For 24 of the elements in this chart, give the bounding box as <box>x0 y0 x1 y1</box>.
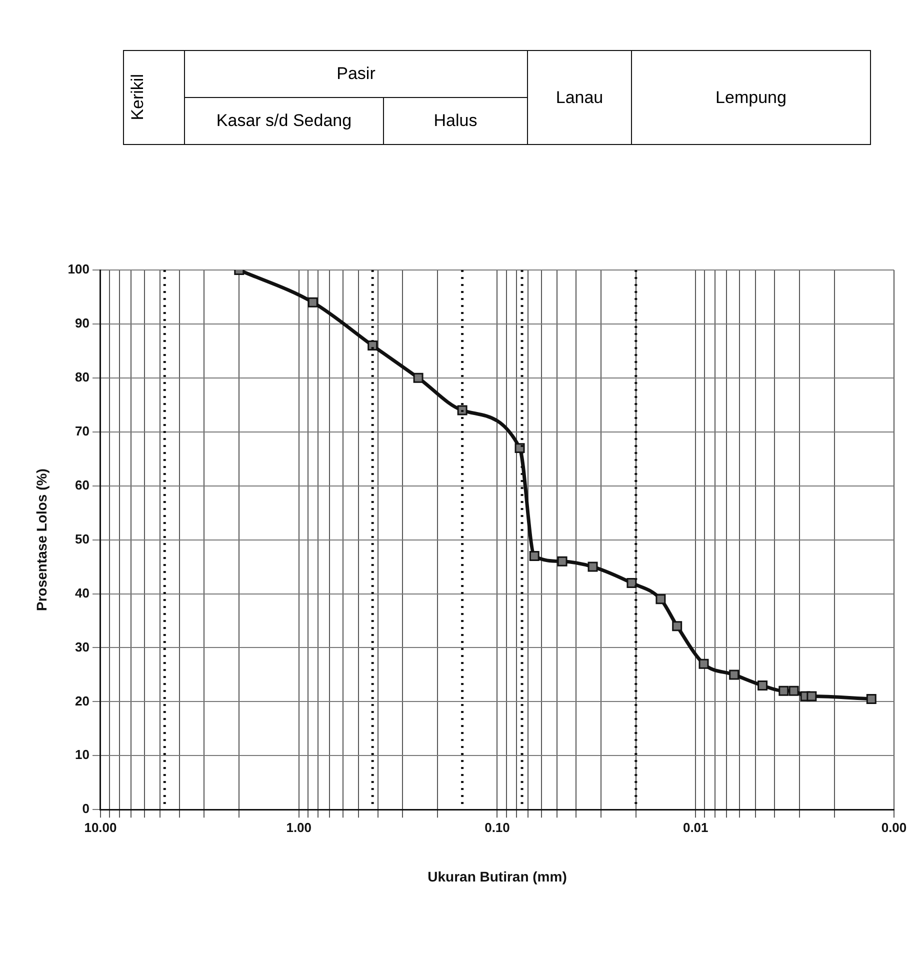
y-tick-label: 50 <box>75 531 90 546</box>
text: Kerikil <box>128 73 148 123</box>
y-tick-label: 60 <box>75 477 90 492</box>
y-tick-label: 40 <box>75 585 90 600</box>
y-tick-label: 70 <box>75 423 90 438</box>
y-tick-label: 90 <box>75 316 90 331</box>
y-tick-label: 20 <box>75 693 90 708</box>
y-tick-label: 0 <box>82 801 90 816</box>
text: Halus <box>384 98 528 144</box>
x-tick-label: 10.00 <box>84 820 117 835</box>
x-tick-label: 0.01 <box>682 820 708 835</box>
text: Lanau <box>528 50 632 144</box>
y-tick-label: 100 <box>68 262 90 277</box>
text: Kasar s/d Sedang <box>184 98 384 144</box>
y-tick-label: 10 <box>75 747 90 762</box>
text: Lempung <box>632 50 870 144</box>
x-tick-label: 0.00 <box>881 820 907 835</box>
x-tick-label: 0.10 <box>484 820 510 835</box>
y-tick-label: 30 <box>75 639 90 654</box>
y-tick-label: 80 <box>75 370 90 384</box>
y-axis-title: Prosentase Lolos (%) <box>33 468 50 611</box>
x-tick-label: 1.00 <box>286 820 312 835</box>
x-axis-title: Ukuran Butiran (mm) <box>428 868 567 884</box>
text: Pasir <box>184 50 528 98</box>
